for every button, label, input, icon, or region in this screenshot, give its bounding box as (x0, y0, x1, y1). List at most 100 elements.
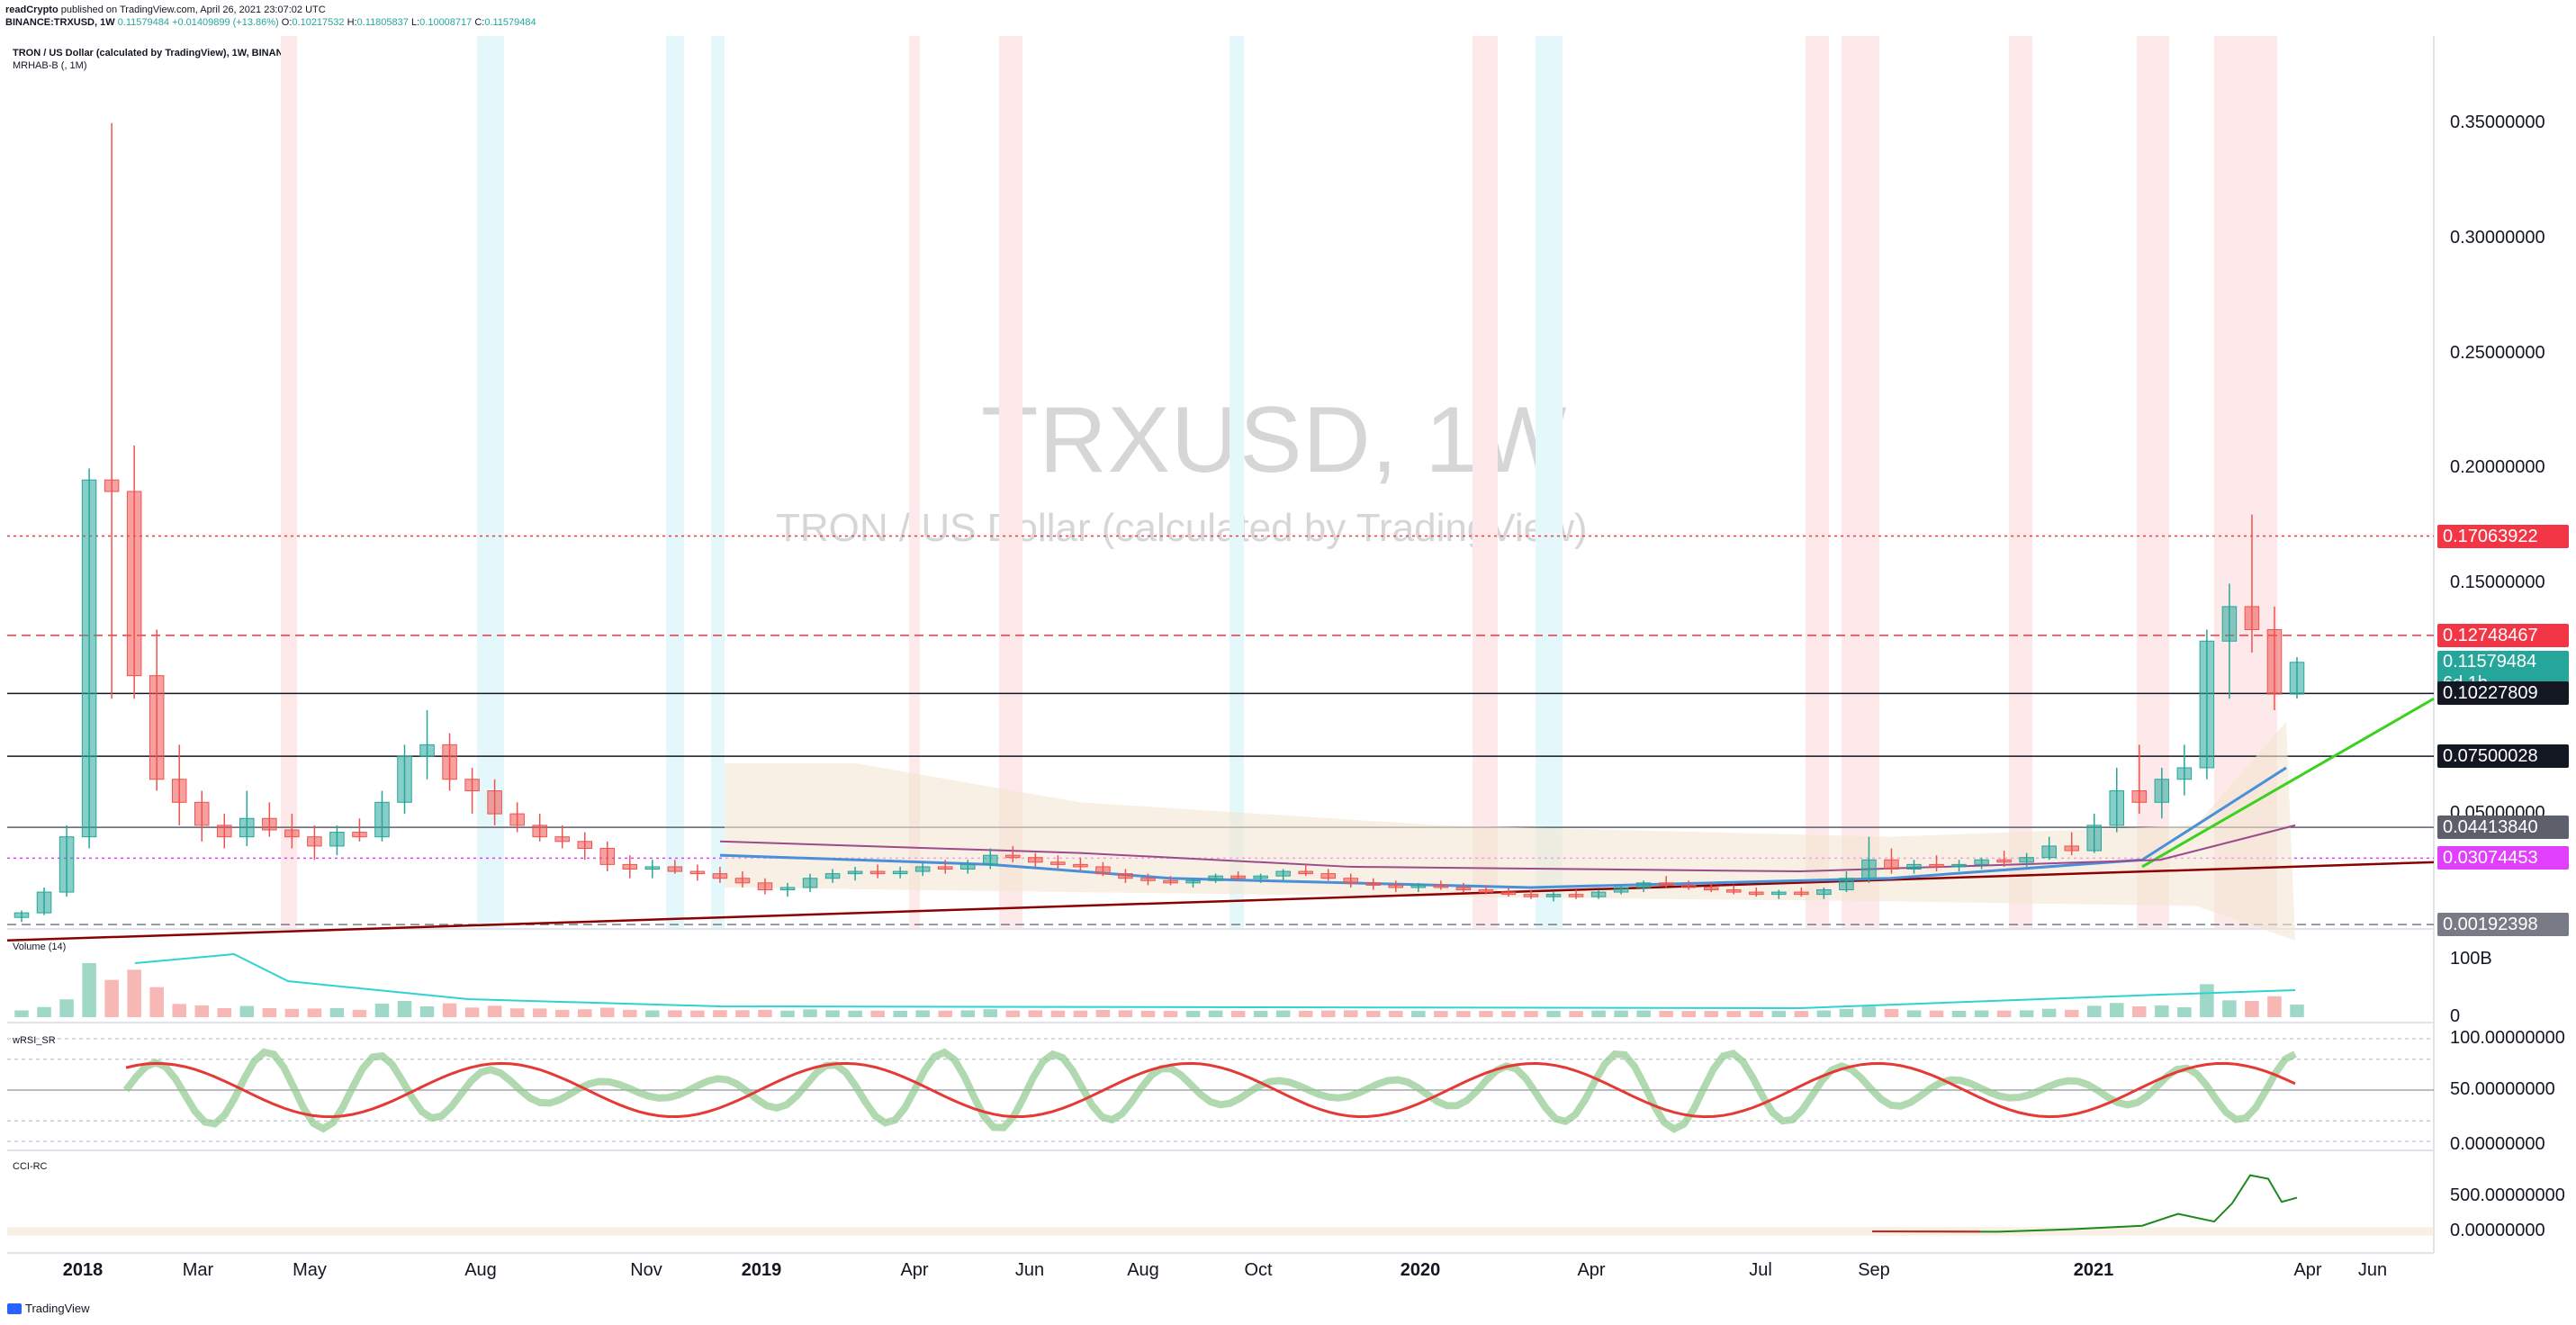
volume-bar (532, 1008, 547, 1017)
volume-bar (2064, 1009, 2079, 1017)
price-tick-label: 0.25000000 (2450, 342, 2545, 363)
candle (869, 870, 886, 875)
cci-tick-label: 500.00000000 (2450, 1185, 2565, 1205)
candle (959, 863, 976, 870)
volume-bar (352, 1009, 367, 1017)
volume-bar (1929, 1010, 1944, 1017)
volume-bar (307, 1008, 322, 1017)
volume-bar (2200, 984, 2214, 1017)
candle (104, 479, 120, 492)
indicator-title[interactable]: MRHAB-B (, 1M) (13, 60, 87, 71)
trend-line-green (2141, 697, 2435, 869)
volume-bar (1434, 1011, 1448, 1017)
time-tick-label: 2021 (2073, 1260, 2114, 1280)
trend-line-red (6, 861, 2435, 942)
series-title[interactable]: TRON / US Dollar (calculated by TradingV… (13, 48, 297, 59)
volume-bar (1005, 1010, 1021, 1017)
volume-bar (2132, 1006, 2147, 1017)
candle (2199, 640, 2215, 769)
candle (1050, 861, 1066, 865)
volume-bar (1546, 1011, 1561, 1017)
candle (442, 744, 457, 780)
candle (1749, 891, 1764, 896)
time-tick-label: Oct (1244, 1260, 1273, 1280)
volume-bar (194, 1005, 209, 1017)
publish-info: readCrypto published on TradingView.com,… (5, 4, 326, 16)
price-level-tag: 0.17063922 (2437, 524, 2569, 548)
volume-bar (870, 1010, 885, 1017)
volume-bar (2110, 1003, 2124, 1017)
candle (802, 878, 818, 888)
volume-bar (938, 1010, 952, 1017)
time-tick-label: Aug (1127, 1260, 1159, 1280)
volume-bar (262, 1008, 277, 1017)
volume-bar (1636, 1010, 1651, 1017)
volume-bar (780, 1010, 795, 1017)
candle (644, 866, 661, 870)
last-price: 0.11579484 (117, 17, 169, 28)
time-tick-label: Jun (1014, 1260, 1045, 1280)
candle (1478, 889, 1494, 893)
volume-bar (645, 1010, 660, 1017)
candle (1635, 882, 1652, 888)
volume-bar (2222, 1000, 2237, 1017)
candle (622, 863, 638, 870)
volume-bar (1749, 1011, 1764, 1017)
volume-bar (1050, 1010, 1066, 1017)
volume-bar (1591, 1010, 1606, 1017)
volume-bar (37, 1006, 51, 1017)
candle (2064, 845, 2079, 852)
volume-bar (690, 1010, 705, 1017)
candle (1343, 878, 1359, 884)
candle (1298, 870, 1313, 875)
wrsi-signal-line (125, 1061, 2296, 1119)
volume-bar (464, 1007, 480, 1017)
highlight-band (477, 36, 504, 929)
volume-bar (1253, 1011, 1268, 1017)
price-level-tag: 0.12748467 (2437, 623, 2569, 647)
wrsi-pane-label[interactable]: wRSI_SR (13, 1035, 56, 1046)
ohlc-info: BINANCE:TRXUSD, 1W 0.11579484 +0.0140989… (5, 16, 536, 29)
candle (239, 817, 255, 838)
close-value: 0.11579484 (484, 17, 536, 28)
price-tick-label: 0.30000000 (2450, 227, 2545, 248)
volume-pane-label[interactable]: Volume (14) (13, 942, 67, 952)
open-label: O: (281, 17, 293, 28)
candle (1028, 857, 1043, 863)
price-level-tag: 0.03074453 (2437, 846, 2569, 870)
volume-bar (803, 1009, 817, 1017)
cci-tick-label: 0.00000000 (2450, 1221, 2545, 1240)
volume-bar (1861, 1006, 1877, 1017)
footer-brand: TradingView (25, 1302, 90, 1315)
candle (1320, 873, 1336, 879)
envelope-band (725, 721, 2295, 941)
volume-bar (848, 1010, 862, 1017)
volume-bar (1614, 1010, 1628, 1017)
candle (2289, 662, 2305, 695)
volume-bar (217, 1008, 232, 1017)
volume-bar (915, 1010, 930, 1017)
candle (1929, 863, 1944, 868)
candle (36, 891, 52, 914)
volume-bar (713, 1010, 727, 1017)
price-tick-label: 0.20000000 (2450, 457, 2545, 478)
candle (419, 744, 435, 757)
main-legend: TRON / US Dollar (calculated by TradingV… (13, 47, 297, 72)
volume-bar (1095, 1010, 1111, 1017)
candle (2086, 825, 2102, 852)
volume-bar (419, 1006, 435, 1017)
volume-bar (983, 1009, 998, 1017)
candle (2221, 606, 2238, 642)
candle (307, 836, 322, 847)
cci-pane-label[interactable]: CCI-RC (13, 1161, 48, 1172)
publisher-name: readCrypto (5, 5, 59, 15)
volume-bar (1569, 1011, 1583, 1017)
cci-line (1871, 1174, 2298, 1233)
candle (983, 854, 998, 865)
candle (847, 870, 863, 875)
candle (532, 825, 547, 838)
volume-bar (1275, 1010, 1291, 1017)
wrsi-tick-label: 0.00000000 (2450, 1134, 2545, 1154)
candle (81, 479, 97, 838)
